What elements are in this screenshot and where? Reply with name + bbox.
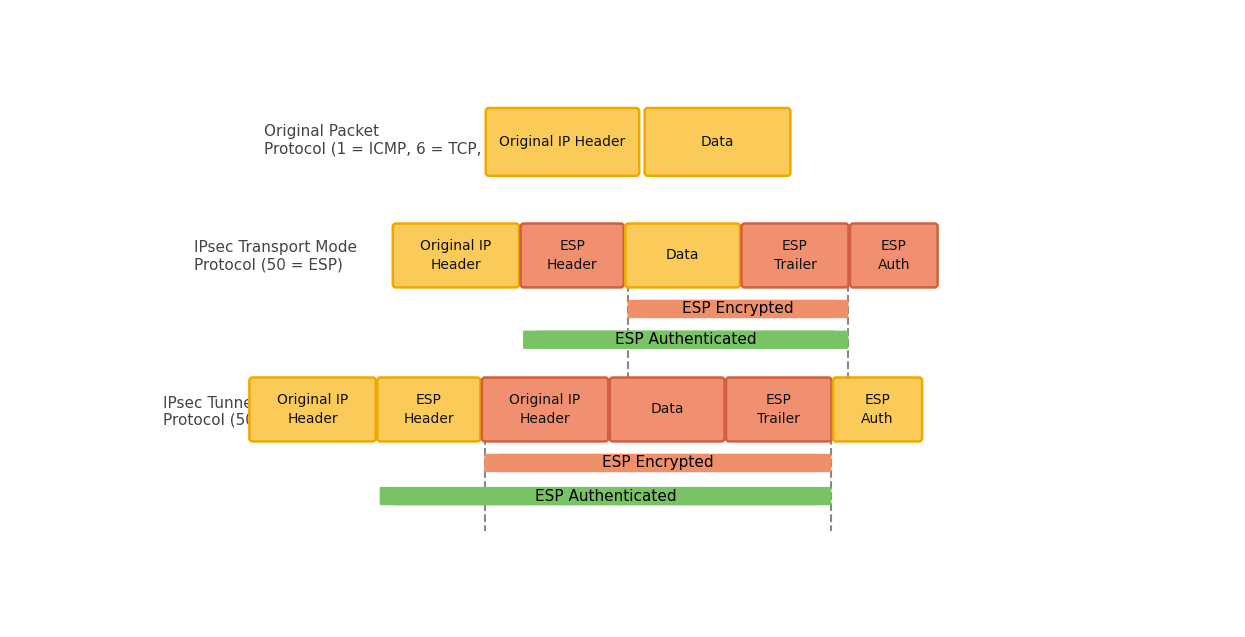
Text: Original Packet: Original Packet (264, 124, 380, 139)
FancyArrow shape (486, 455, 830, 471)
Text: ESP
Trailer: ESP Trailer (757, 393, 801, 426)
FancyArrow shape (629, 301, 848, 317)
FancyBboxPatch shape (833, 378, 923, 441)
Text: ESP
Header: ESP Header (403, 393, 454, 426)
FancyArrow shape (381, 487, 830, 505)
Text: Data: Data (666, 248, 700, 262)
Text: Original IP
Header: Original IP Header (509, 393, 580, 426)
Text: Data: Data (650, 403, 684, 417)
FancyArrow shape (524, 331, 848, 348)
FancyBboxPatch shape (850, 224, 937, 287)
FancyBboxPatch shape (742, 224, 849, 287)
FancyBboxPatch shape (249, 378, 376, 441)
Text: ESP
Header: ESP Header (547, 240, 598, 271)
FancyArrow shape (524, 331, 848, 348)
Text: Protocol (50 = ESP): Protocol (50 = ESP) (163, 413, 312, 428)
Text: ESP
Trailer: ESP Trailer (773, 240, 817, 271)
FancyArrow shape (486, 455, 830, 471)
Text: ESP Authenticated: ESP Authenticated (615, 333, 757, 347)
FancyBboxPatch shape (610, 378, 725, 441)
FancyBboxPatch shape (482, 378, 609, 441)
FancyBboxPatch shape (726, 378, 832, 441)
Text: Protocol (50 = ESP): Protocol (50 = ESP) (194, 257, 344, 273)
Text: Data: Data (701, 135, 735, 149)
Text: ESP Encrypted: ESP Encrypted (682, 301, 794, 317)
FancyBboxPatch shape (520, 224, 624, 287)
FancyBboxPatch shape (486, 108, 639, 176)
Text: ESP Authenticated: ESP Authenticated (534, 489, 676, 504)
Text: Original IP
Header: Original IP Header (421, 240, 492, 271)
Text: Original IP Header: Original IP Header (499, 135, 626, 149)
Text: ESP
Auth: ESP Auth (862, 393, 894, 426)
FancyArrow shape (381, 487, 830, 505)
FancyBboxPatch shape (625, 224, 740, 287)
Text: Original IP
Header: Original IP Header (276, 393, 349, 426)
FancyBboxPatch shape (377, 378, 481, 441)
FancyBboxPatch shape (392, 224, 519, 287)
Text: ESP Encrypted: ESP Encrypted (603, 455, 713, 471)
FancyArrow shape (629, 301, 848, 317)
FancyBboxPatch shape (645, 108, 791, 176)
Text: IPsec Transport Mode: IPsec Transport Mode (194, 240, 357, 255)
Text: IPsec Tunnel Mode: IPsec Tunnel Mode (163, 396, 304, 411)
Text: ESP
Auth: ESP Auth (878, 240, 910, 271)
Text: Protocol (1 = ICMP, 6 = TCP, 17 = UDP): Protocol (1 = ICMP, 6 = TCP, 17 = UDP) (264, 141, 566, 156)
